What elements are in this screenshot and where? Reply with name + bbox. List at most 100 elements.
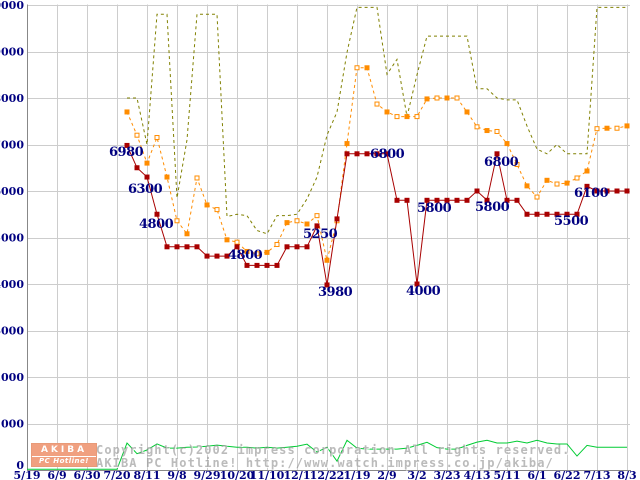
- data-point-marker: [194, 175, 200, 181]
- price-point-label: 6100: [574, 186, 609, 201]
- x-tick-label: 1/19: [344, 469, 371, 480]
- data-point-marker: [124, 109, 130, 115]
- y-tick-label: 9000: [0, 46, 24, 59]
- series-lowest-price: [124, 142, 630, 288]
- data-point-marker: [464, 109, 470, 115]
- data-point-marker: [314, 213, 320, 219]
- data-point-marker: [604, 125, 610, 131]
- x-tick-label: 6/30: [74, 469, 101, 480]
- x-tick-label: 10/20: [220, 469, 255, 480]
- data-point-marker: [454, 95, 460, 101]
- data-point-marker: [214, 253, 220, 259]
- data-point-marker: [524, 211, 530, 217]
- data-point-marker: [234, 244, 240, 250]
- data-point-marker: [294, 218, 300, 224]
- data-point-marker: [294, 244, 300, 250]
- data-point-marker: [544, 211, 550, 217]
- data-point-marker: [414, 114, 420, 120]
- data-point-marker: [494, 151, 500, 157]
- y-tick-label: 4000: [0, 278, 24, 291]
- data-point-marker: [384, 151, 390, 157]
- data-point-marker: [324, 282, 330, 288]
- data-point-marker: [554, 211, 560, 217]
- data-point-marker: [394, 114, 400, 120]
- data-point-marker: [264, 249, 270, 255]
- data-point-marker: [204, 253, 210, 259]
- data-point-marker: [424, 197, 430, 203]
- price-point-label: 4800: [139, 217, 174, 232]
- data-point-marker: [534, 194, 540, 200]
- data-point-marker: [404, 114, 410, 120]
- data-point-marker: [494, 128, 500, 134]
- data-point-marker: [574, 175, 580, 181]
- x-tick-label: 7/13: [584, 469, 611, 480]
- data-point-marker: [474, 124, 480, 130]
- data-point-marker: [344, 141, 350, 147]
- data-point-marker: [144, 174, 150, 180]
- x-tick-label: 6/9: [47, 469, 66, 480]
- data-point-marker: [174, 244, 180, 250]
- data-point-marker: [434, 95, 440, 101]
- price-point-label: 5500: [554, 214, 589, 229]
- data-point-marker: [134, 165, 140, 171]
- data-point-marker: [444, 95, 450, 101]
- y-tick-label: 8000: [0, 92, 24, 105]
- data-point-marker: [424, 96, 430, 102]
- x-tick-label: 6/1: [527, 469, 546, 480]
- data-point-marker: [154, 135, 160, 141]
- data-point-marker: [474, 188, 480, 194]
- data-point-marker: [584, 168, 590, 174]
- akiba-pc-hotline-logo: AKIBA PC Hotline!: [31, 443, 97, 467]
- data-point-marker: [324, 257, 330, 263]
- data-point-marker: [364, 151, 370, 157]
- data-point-marker: [134, 132, 140, 138]
- data-point-marker: [154, 211, 160, 217]
- x-tick-label: 11/10: [250, 469, 285, 480]
- akiba-logo-title: AKIBA: [32, 444, 96, 457]
- gridlines: [27, 4, 630, 470]
- data-point-marker: [354, 65, 360, 71]
- data-point-marker: [254, 262, 260, 268]
- data-point-marker: [524, 183, 530, 189]
- axes: [27, 4, 631, 471]
- price-point-label: 5800: [475, 200, 510, 215]
- data-point-marker: [184, 231, 190, 237]
- data-point-marker: [404, 197, 410, 203]
- data-point-marker: [514, 197, 520, 203]
- x-tick-label: 7/20: [104, 469, 131, 480]
- data-point-marker: [504, 141, 510, 147]
- data-point-marker: [354, 151, 360, 157]
- data-point-marker: [484, 128, 490, 134]
- x-tick-label: 9/8: [167, 469, 187, 480]
- data-point-marker: [124, 142, 130, 148]
- data-point-marker: [604, 188, 610, 194]
- price-point-label: 5250: [303, 227, 338, 242]
- data-point-marker: [304, 244, 310, 250]
- data-point-marker: [434, 197, 440, 203]
- data-point-marker: [594, 126, 600, 132]
- data-point-marker: [514, 161, 520, 167]
- data-point-marker: [454, 197, 460, 203]
- akiba-logo-subtitle: PC Hotline!: [39, 457, 89, 465]
- x-tick-label: 5/11: [494, 469, 521, 480]
- data-point-marker: [374, 151, 380, 157]
- data-point-marker: [234, 239, 240, 245]
- data-point-marker: [614, 125, 620, 131]
- data-point-marker: [614, 188, 620, 194]
- x-tick-label: 12/1: [284, 469, 311, 480]
- x-tick-label: 12/22: [310, 469, 345, 480]
- data-point-marker: [274, 262, 280, 268]
- data-point-marker: [464, 197, 470, 203]
- data-point-marker: [284, 244, 290, 250]
- series-highest-price: [127, 6, 627, 235]
- y-tick-label: 2000: [0, 371, 24, 384]
- series-average-price: [124, 65, 630, 263]
- data-point-marker: [414, 281, 420, 287]
- data-point-marker: [214, 207, 220, 213]
- data-point-marker: [394, 197, 400, 203]
- price-point-label: 3980: [318, 285, 353, 300]
- data-point-marker: [184, 244, 190, 250]
- data-point-marker: [144, 160, 150, 166]
